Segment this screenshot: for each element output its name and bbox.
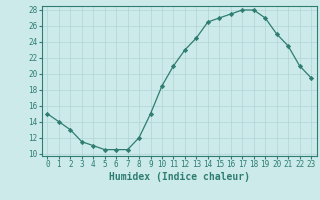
X-axis label: Humidex (Indice chaleur): Humidex (Indice chaleur) xyxy=(109,172,250,182)
